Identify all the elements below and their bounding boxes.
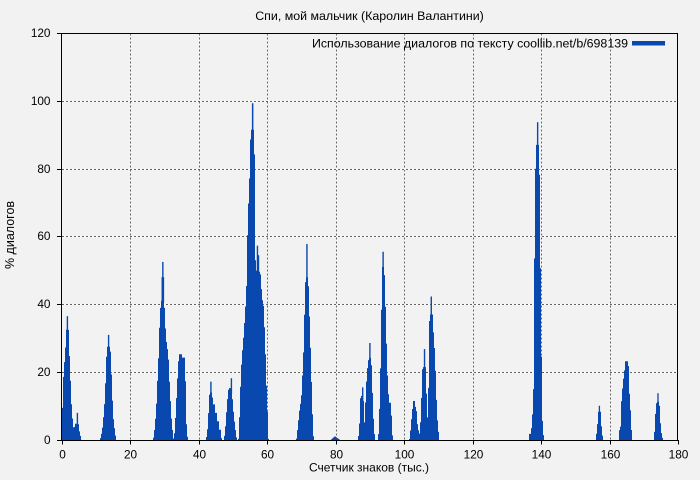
svg-text:0: 0	[59, 448, 66, 462]
svg-text:0: 0	[44, 433, 51, 447]
svg-text:120: 120	[464, 448, 484, 462]
svg-text:20: 20	[124, 448, 138, 462]
svg-text:Использование диалогов по текс: Использование диалогов по тексту coollib…	[312, 36, 628, 50]
svg-text:80: 80	[37, 162, 51, 176]
svg-text:40: 40	[37, 297, 51, 311]
svg-text:140: 140	[532, 448, 552, 462]
svg-text:180: 180	[669, 448, 689, 462]
svg-text:160: 160	[601, 448, 621, 462]
svg-text:80: 80	[330, 448, 344, 462]
svg-text:Спи, мой мальчик (Каролин Вала: Спи, мой мальчик (Каролин Валантини)	[255, 9, 484, 23]
svg-text:% диалогов: % диалогов	[3, 201, 17, 269]
svg-text:60: 60	[37, 229, 51, 243]
svg-text:120: 120	[31, 26, 51, 40]
svg-text:100: 100	[395, 448, 415, 462]
svg-text:Счетчик знаков (тыс.): Счетчик знаков (тыс.)	[309, 461, 429, 475]
svg-text:100: 100	[31, 94, 51, 108]
svg-text:20: 20	[37, 365, 51, 379]
svg-text:40: 40	[193, 448, 207, 462]
svg-text:60: 60	[261, 448, 275, 462]
